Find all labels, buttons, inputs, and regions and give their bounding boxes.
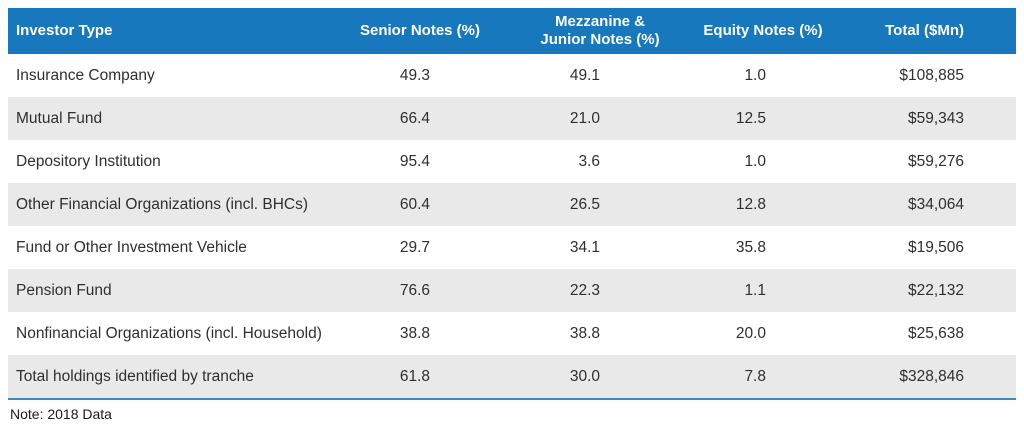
table-row: Pension Fund 76.6 22.3 1.1 $22,132 (8, 269, 1016, 312)
cell-total: $25,638 (907, 324, 964, 342)
investor-holdings-table: Investor Type Senior Notes (%) Mezzanine… (8, 8, 1016, 400)
cell-total: $59,276 (907, 152, 964, 170)
cell-equity-notes: 1.0 (744, 152, 766, 170)
cell-investor-type: Mutual Fund (16, 109, 103, 127)
table-row: Total holdings identified by tranche 61.8… (8, 355, 1016, 398)
cell-equity-notes: 1.1 (744, 281, 766, 299)
table-note: Note: 2018 Data (10, 406, 112, 422)
cell-mezzanine-junior-notes: 22.3 (569, 281, 600, 299)
cell-investor-type: Other Financial Organizations (incl. BHC… (16, 195, 309, 213)
cell-total: $108,885 (899, 66, 964, 84)
cell-senior-notes: 66.4 (399, 109, 430, 127)
column-header-investor-type: Investor Type (16, 22, 113, 39)
table-header-row: Investor Type Senior Notes (%) Mezzanine… (8, 8, 1016, 54)
cell-equity-notes: 12.5 (735, 109, 766, 127)
table-row: Fund or Other Investment Vehicle 29.7 34.1… (8, 226, 1016, 269)
cell-mezzanine-junior-notes: 21.0 (569, 109, 600, 127)
cell-mezzanine-junior-notes: 3.6 (578, 152, 600, 170)
cell-investor-type: Depository Institution (16, 152, 161, 170)
cell-senior-notes: 61.8 (399, 367, 430, 385)
cell-equity-notes: 1.0 (744, 66, 766, 84)
table-row: Nonfinancial Organizations (incl. Househ… (8, 312, 1016, 355)
cell-total: $19,506 (907, 238, 964, 256)
cell-mezzanine-junior-notes: 34.1 (569, 238, 600, 256)
cell-total: $328,846 (899, 367, 964, 385)
cell-senior-notes: 29.7 (399, 238, 430, 256)
cell-senior-notes: 95.4 (399, 152, 430, 170)
cell-investor-type: Nonfinancial Organizations (incl. Househ… (16, 324, 322, 342)
cell-equity-notes: 7.8 (744, 367, 766, 385)
column-header-equity-notes: Equity Notes (%) (703, 22, 823, 39)
cell-mezzanine-junior-notes: 49.1 (569, 66, 600, 84)
cell-total: $59,343 (907, 109, 964, 127)
cell-equity-notes: 20.0 (735, 324, 766, 342)
table-row: Other Financial Organizations (incl. BHC… (8, 183, 1016, 226)
table-row: Depository Institution 95.4 3.6 1.0 $59,276 (8, 140, 1016, 183)
cell-senior-notes: 38.8 (399, 324, 430, 342)
cell-equity-notes: 12.8 (735, 195, 766, 213)
cell-investor-type: Pension Fund (16, 281, 112, 299)
cell-investor-type: Fund or Other Investment Vehicle (16, 238, 247, 256)
table-row: Mutual Fund 66.4 21.0 12.5 $59,343 (8, 97, 1016, 140)
cell-total: $22,132 (907, 281, 964, 299)
table-body: Insurance Company 49.3 49.1 1.0 $108,885 Mutu… (8, 54, 1016, 398)
cell-senior-notes: 60.4 (399, 195, 430, 213)
cell-mezzanine-junior-notes: 30.0 (569, 367, 600, 385)
cell-investor-type: Total holdings identified by tranche (16, 367, 254, 385)
cell-mezzanine-junior-notes: 38.8 (569, 324, 600, 342)
cell-senior-notes: 76.6 (399, 281, 430, 299)
cell-investor-type: Insurance Company (16, 66, 155, 84)
cell-mezzanine-junior-notes: 26.5 (569, 195, 600, 213)
table-row: Insurance Company 49.3 49.1 1.0 $108,885 (8, 54, 1016, 97)
column-header-total: Total ($Mn) (885, 22, 964, 39)
column-header-senior-notes: Senior Notes (%) (359, 22, 480, 39)
page: Investor Type Senior Notes (%) Mezzanine… (8, 8, 1016, 422)
column-header-mezzanine-junior-notes: Mezzanine & Junior Notes (%) (540, 13, 660, 48)
cell-equity-notes: 35.8 (735, 238, 766, 256)
cell-total: $34,064 (907, 195, 964, 213)
cell-senior-notes: 49.3 (399, 66, 430, 84)
